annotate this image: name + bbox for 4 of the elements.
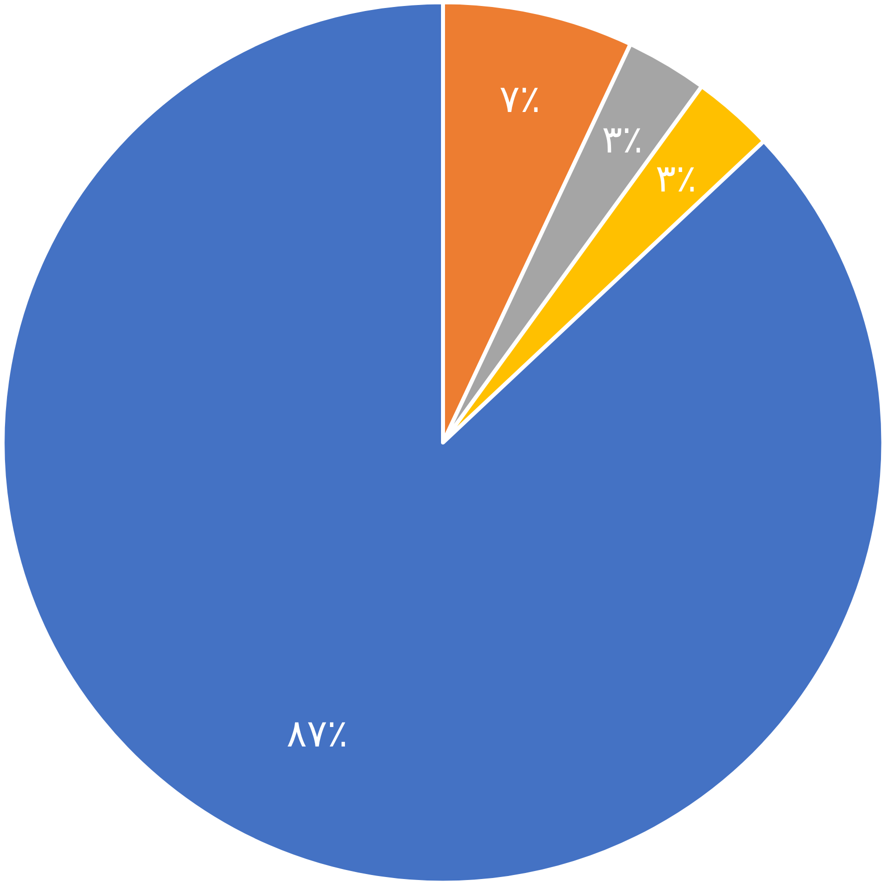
data-label: ۸۷٪ — [286, 711, 348, 756]
data-label: ۳٪ — [602, 117, 643, 162]
data-label: ۳٪ — [656, 156, 696, 200]
data-label: ۷٪ — [499, 76, 540, 121]
